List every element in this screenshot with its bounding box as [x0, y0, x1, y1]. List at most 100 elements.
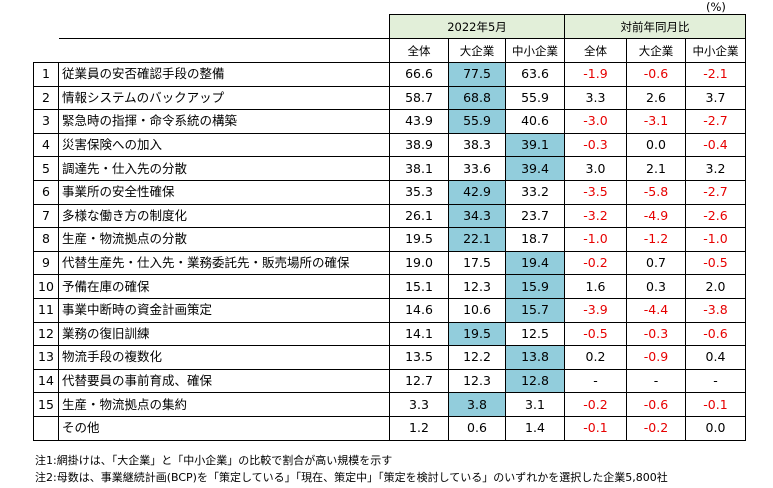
row-number: 6 — [33, 179, 59, 205]
cell-large: 0.6 — [448, 415, 506, 441]
cell-change-sme: 0.0 — [685, 415, 746, 441]
cell-large: 42.9 — [448, 179, 506, 205]
cell-total: 15.1 — [389, 274, 449, 299]
row-item: 生産・物流拠点の集約 — [58, 392, 390, 417]
cell-change-large: -1.2 — [626, 227, 686, 252]
cell-change-large: -4.4 — [626, 297, 686, 323]
row-number: 2 — [33, 85, 59, 111]
table-row: 9 代替生産先・仕入先・業務委託先・販売場所の確保 19.0 17.5 19.4 -0.2… — [33, 250, 746, 276]
row-item: 緊急時の指揮・命令系統の構築 — [58, 109, 390, 134]
cell-change-total: 1.6 — [564, 274, 627, 299]
cell-change-large: -0.6 — [626, 62, 686, 87]
header-col-sme: 中小企業 — [505, 38, 565, 63]
cell-total: 14.1 — [389, 321, 449, 347]
cell-total: 38.9 — [389, 132, 449, 158]
cell-sme: 15.9 — [505, 274, 565, 299]
cell-change-sme: 3.2 — [685, 156, 746, 181]
table-row: 13 物流手段の複数化 13.5 12.2 13.8 0.2 -0.9 0.4 — [33, 345, 746, 370]
header-col-total: 全体 — [389, 38, 449, 63]
row-number: 11 — [33, 297, 59, 323]
cell-change-large: -3.1 — [626, 109, 686, 134]
cell-total: 66.6 — [389, 62, 449, 87]
table-row: 7 多様な働き方の制度化 26.1 34.3 23.7 -3.2 -4.9 -2.6 — [33, 203, 746, 229]
row-number: 4 — [33, 132, 59, 158]
cell-sme: 12.5 — [505, 321, 565, 347]
cell-sme: 39.1 — [505, 132, 565, 158]
header-col-change-sme: 中小企業 — [685, 38, 746, 63]
cell-change-sme: -0.5 — [685, 250, 746, 276]
cell-large: 68.8 — [448, 85, 506, 111]
cell-change-sme: 2.0 — [685, 274, 746, 299]
cell-total: 19.0 — [389, 250, 449, 276]
row-item: 災害保険への加入 — [58, 132, 390, 158]
cell-large: 19.5 — [448, 321, 506, 347]
table-row: 14 代替要員の事前育成、確保 12.7 12.3 12.8- - - — [33, 368, 746, 394]
row-item: その他 — [58, 415, 390, 441]
row-item: 調達先・仕入先の分散 — [58, 156, 390, 181]
cell-change-total: -0.2 — [564, 392, 627, 417]
cell-change-total: 3.3 — [564, 85, 627, 111]
cell-total: 13.5 — [389, 345, 449, 370]
table-row: 5 調達先・仕入先の分散 38.1 33.6 39.4 3.0 2.1 3.2 — [33, 156, 746, 181]
cell-change-sme: -0.1 — [685, 392, 746, 417]
row-number — [33, 415, 59, 441]
note-2: 注2:母数は、事業継続計画(BCP)を「策定している」「現在、策定中」「策定を検… — [35, 471, 668, 484]
cell-large: 12.2 — [448, 345, 506, 370]
cell-large: 77.5 — [448, 62, 506, 87]
unit-label: (%) — [706, 0, 726, 14]
cell-sme: 33.2 — [505, 179, 565, 205]
cell-change-total: - — [564, 368, 627, 394]
row-item: 事業所の安全性確保 — [58, 179, 390, 205]
cell-sme: 13.8 — [505, 345, 565, 370]
cell-change-large: - — [626, 368, 686, 394]
row-number: 12 — [33, 321, 59, 347]
cell-change-total: -3.9 — [564, 297, 627, 323]
row-number: 1 — [33, 62, 59, 87]
cell-change-large: -0.6 — [626, 392, 686, 417]
cell-large: 22.1 — [448, 227, 506, 252]
cell-change-sme: 0.4 — [685, 345, 746, 370]
table-row: 3 緊急時の指揮・命令系統の構築 43.9 55.9 40.6 -3.0 -3.1 -2.7 — [33, 109, 746, 134]
cell-large: 12.3 — [448, 368, 506, 394]
cell-change-total: -1.9 — [564, 62, 627, 87]
cell-large: 17.5 — [448, 250, 506, 276]
row-item: 従業員の安否確認手段の整備 — [58, 62, 390, 87]
cell-sme: 55.9 — [505, 85, 565, 111]
cell-large: 55.9 — [448, 109, 506, 134]
cell-change-total: 3.0 — [564, 156, 627, 181]
cell-change-total: -3.2 — [564, 203, 627, 229]
cell-change-large: 2.6 — [626, 85, 686, 111]
cell-total: 1.2 — [389, 415, 449, 441]
cell-change-total: -0.3 — [564, 132, 627, 158]
row-item: 事業中断時の資金計画策定 — [58, 297, 390, 323]
row-item: 多様な働き方の制度化 — [58, 203, 390, 229]
bcp-table: 2022年5月 対前年同月比 全体 大企業 中小企業 全体 大企業 中小企業 1… — [33, 14, 746, 441]
row-number: 5 — [33, 156, 59, 181]
cell-change-total: -0.1 — [564, 415, 627, 441]
cell-sme: 12.8 — [505, 368, 565, 394]
row-number: 10 — [33, 274, 59, 299]
cell-change-large: 0.0 — [626, 132, 686, 158]
row-number: 9 — [33, 250, 59, 276]
row-number: 13 — [33, 345, 59, 370]
table-row: 12 業務の復旧訓練 14.1 19.5 12.5 -0.5 -0.3 -0.6 — [33, 321, 746, 347]
note-1: 注1:網掛けは、「大企業」と「中小企業」の比較で割合が高い規模を示す — [35, 454, 393, 467]
table-row: 2 情報システムのバックアップ 58.7 68.8 55.9 3.3 2.6 3.7 — [33, 85, 746, 111]
cell-change-total: 0.2 — [564, 345, 627, 370]
row-item: 代替生産先・仕入先・業務委託先・販売場所の確保 — [58, 250, 390, 276]
cell-change-sme: 3.7 — [685, 85, 746, 111]
cell-large: 38.3 — [448, 132, 506, 158]
cell-change-sme: -3.8 — [685, 297, 746, 323]
table-row: 4 災害保険への加入 38.9 38.3 39.1 -0.3 0.0 -0.4 — [33, 132, 746, 158]
cell-change-large: 2.1 — [626, 156, 686, 181]
cell-change-sme: -2.7 — [685, 109, 746, 134]
row-number: 14 — [33, 368, 59, 394]
cell-change-large: -0.3 — [626, 321, 686, 347]
cell-large: 12.3 — [448, 274, 506, 299]
cell-change-large: -4.9 — [626, 203, 686, 229]
table-row: 15 生産・物流拠点の集約 3.3 3.8 3.1 -0.2 -0.6 -0.1 — [33, 392, 746, 417]
cell-change-sme: -2.1 — [685, 62, 746, 87]
cell-total: 58.7 — [389, 85, 449, 111]
table-row: 8 生産・物流拠点の分散 19.5 22.1 18.7 -1.0 -1.2 -1.0 — [33, 227, 746, 252]
header-col-change-large: 大企業 — [626, 38, 686, 63]
